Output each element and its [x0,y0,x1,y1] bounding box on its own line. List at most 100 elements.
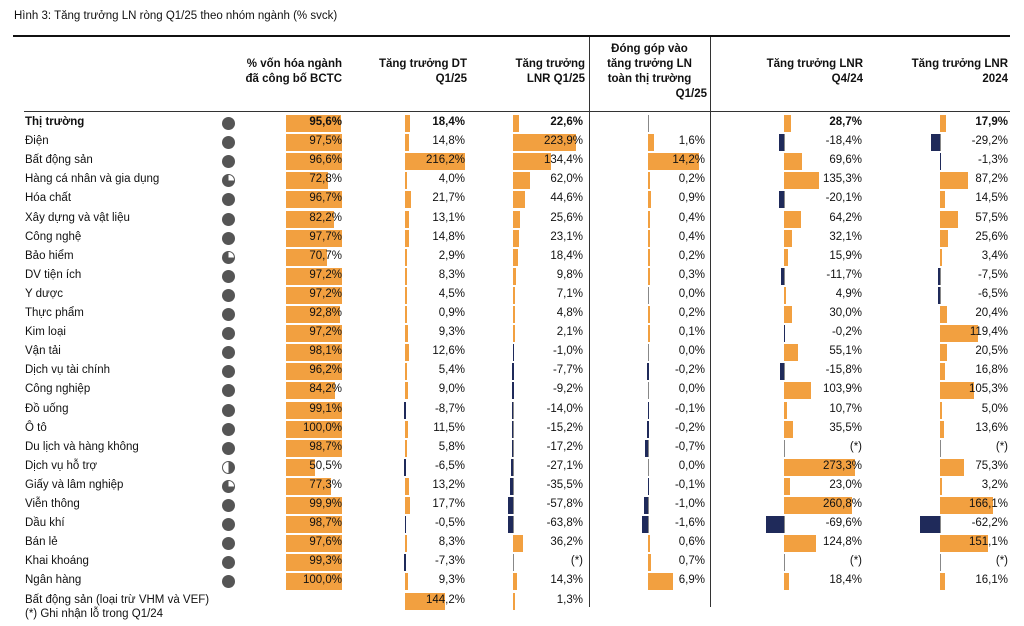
cell-profit: 7,1% [513,286,585,305]
value-bar [286,229,342,247]
cell-revenue: 5,8% [405,439,467,458]
cell-value: 124,8% [822,536,862,549]
table-row: Hóa chất 96,7% 21,7% 44,6% 0,9% -20,1% 14,5% [0,190,1024,209]
zero-axis [940,267,941,285]
cell-revenue: -7,3% [404,553,467,572]
value-bar [784,229,793,247]
cell-q4: -20,1% [716,190,864,209]
zero-axis [648,382,649,400]
value-bar [940,458,965,476]
table-row: Điện 97,5% 14,8% 223,9% 1,6% -18,4% -29,2% [0,133,1024,152]
cell-value: 9,8% [556,268,583,281]
cell-value: -1,6% [674,517,705,530]
cell-value: 5,8% [438,440,465,453]
value-bar [405,592,446,610]
cell-value: 87,2% [975,173,1008,186]
cell-value: -15,8% [825,364,862,377]
cell-contribution: 0,7% [592,553,707,572]
value-bar [940,248,942,266]
value-bar [940,229,949,247]
cell-cap: 97,7% [286,229,344,248]
cell-revenue: 14,8% [405,133,467,152]
value-bar [940,172,968,190]
zero-axis [784,439,785,457]
cell-cap: 92,8% [286,305,344,324]
value-bar [784,153,803,171]
cell-y2024: -6,5% [871,286,1010,305]
cell-value: 0,7% [678,555,705,568]
value-bar [512,363,514,381]
table-row: Hàng cá nhân và gia dụng 72,8% 4,0% 62,0% 0,… [0,171,1024,190]
cell-q4: (*) [716,553,864,572]
cell-value: -7,7% [552,364,583,377]
cell-contribution: 0,1% [592,324,707,343]
cell-cap: 100,0% [286,572,344,591]
value-bar [508,497,513,514]
cell-profit: 14,3% [513,572,585,591]
value-bar [784,497,852,514]
row-name: Dịch vụ hỗ trợ [25,459,98,472]
cell-value: 6,9% [678,574,705,587]
cell-profit: 23,1% [513,229,585,248]
row-name: Ngân hàng [25,574,82,587]
row-name: Viễn thông [25,498,80,510]
cell-value: 70,7% [309,249,342,262]
cell-revenue: 11,5% [405,420,467,439]
coverage-dot-icon [222,327,235,341]
cell-value: 77,3% [309,478,342,491]
cell-value: 134,4% [543,154,583,167]
cell-value: 4,8% [556,307,583,319]
cell-q4: 103,9% [716,381,864,400]
cell-q4: 23,0% [716,477,864,496]
cell-y2024: 57,5% [871,210,1010,229]
cell-value: 13,2% [432,478,465,491]
value-bar [647,401,650,419]
cell-y2024: 75,3% [871,458,1010,477]
cell-profit: -57,8% [508,496,585,515]
coverage-dot-icon [222,518,235,532]
value-bar [405,573,408,591]
cell-q4: -11,7% [716,267,864,286]
cell-contribution: -0,1% [592,477,707,496]
value-bar [286,267,342,285]
value-bar [940,573,946,591]
cell-value: -0,2% [674,364,705,377]
cell-revenue: 216,2% [405,152,467,171]
cell-y2024: (*) [871,553,1010,572]
value-bar [784,458,856,476]
cell-q4 [716,592,864,611]
cell-value: 2,1% [556,326,583,339]
cell-value: 14,3% [550,574,583,587]
cell-value: 23,0% [829,478,862,491]
cell-y2024: -7,5% [871,267,1010,286]
value-bar [784,382,811,400]
cell-profit: -35,5% [510,477,585,496]
zero-axis [648,497,649,514]
cell-value: 223,9% [543,135,583,148]
cell-contribution: -0,2% [592,362,707,381]
cell-value: 5,0% [981,402,1008,415]
cell-value: 55,1% [829,345,862,358]
cell-cap: 98,7% [286,515,344,534]
value-bar [642,516,648,534]
table-row: Bất động sản (loại trừ VHM và VEF) 144,2%… [0,592,1024,611]
coverage-dot-icon [222,250,235,264]
cell-value: 98,7% [309,440,342,453]
table-row: Vận tải 98,1% 12,6% -1,0% 0,0% 55,1% 20,5% [0,343,1024,362]
value-bar [405,306,407,323]
row-name: Công nghệ [25,230,82,243]
cell-value: 64,2% [829,211,862,224]
cell-y2024: -29,2% [871,133,1010,152]
cell-profit: 4,8% [513,305,585,324]
value-bar [648,535,651,553]
cell-cap: 95,6% [286,114,344,133]
cell-value: 105,3% [968,383,1008,396]
cell-q4: 69,6% [716,152,864,171]
header-market-cap-reported: % vốn hóa ngành đã công bố BCTC [200,57,342,87]
cell-revenue: 13,1% [405,210,467,229]
cell-value: 14,8% [432,230,465,243]
coverage-dot-icon [222,365,235,379]
cell-profit: (*) [513,553,585,572]
cell-value: 97,7% [309,230,342,243]
value-bar [404,554,406,572]
